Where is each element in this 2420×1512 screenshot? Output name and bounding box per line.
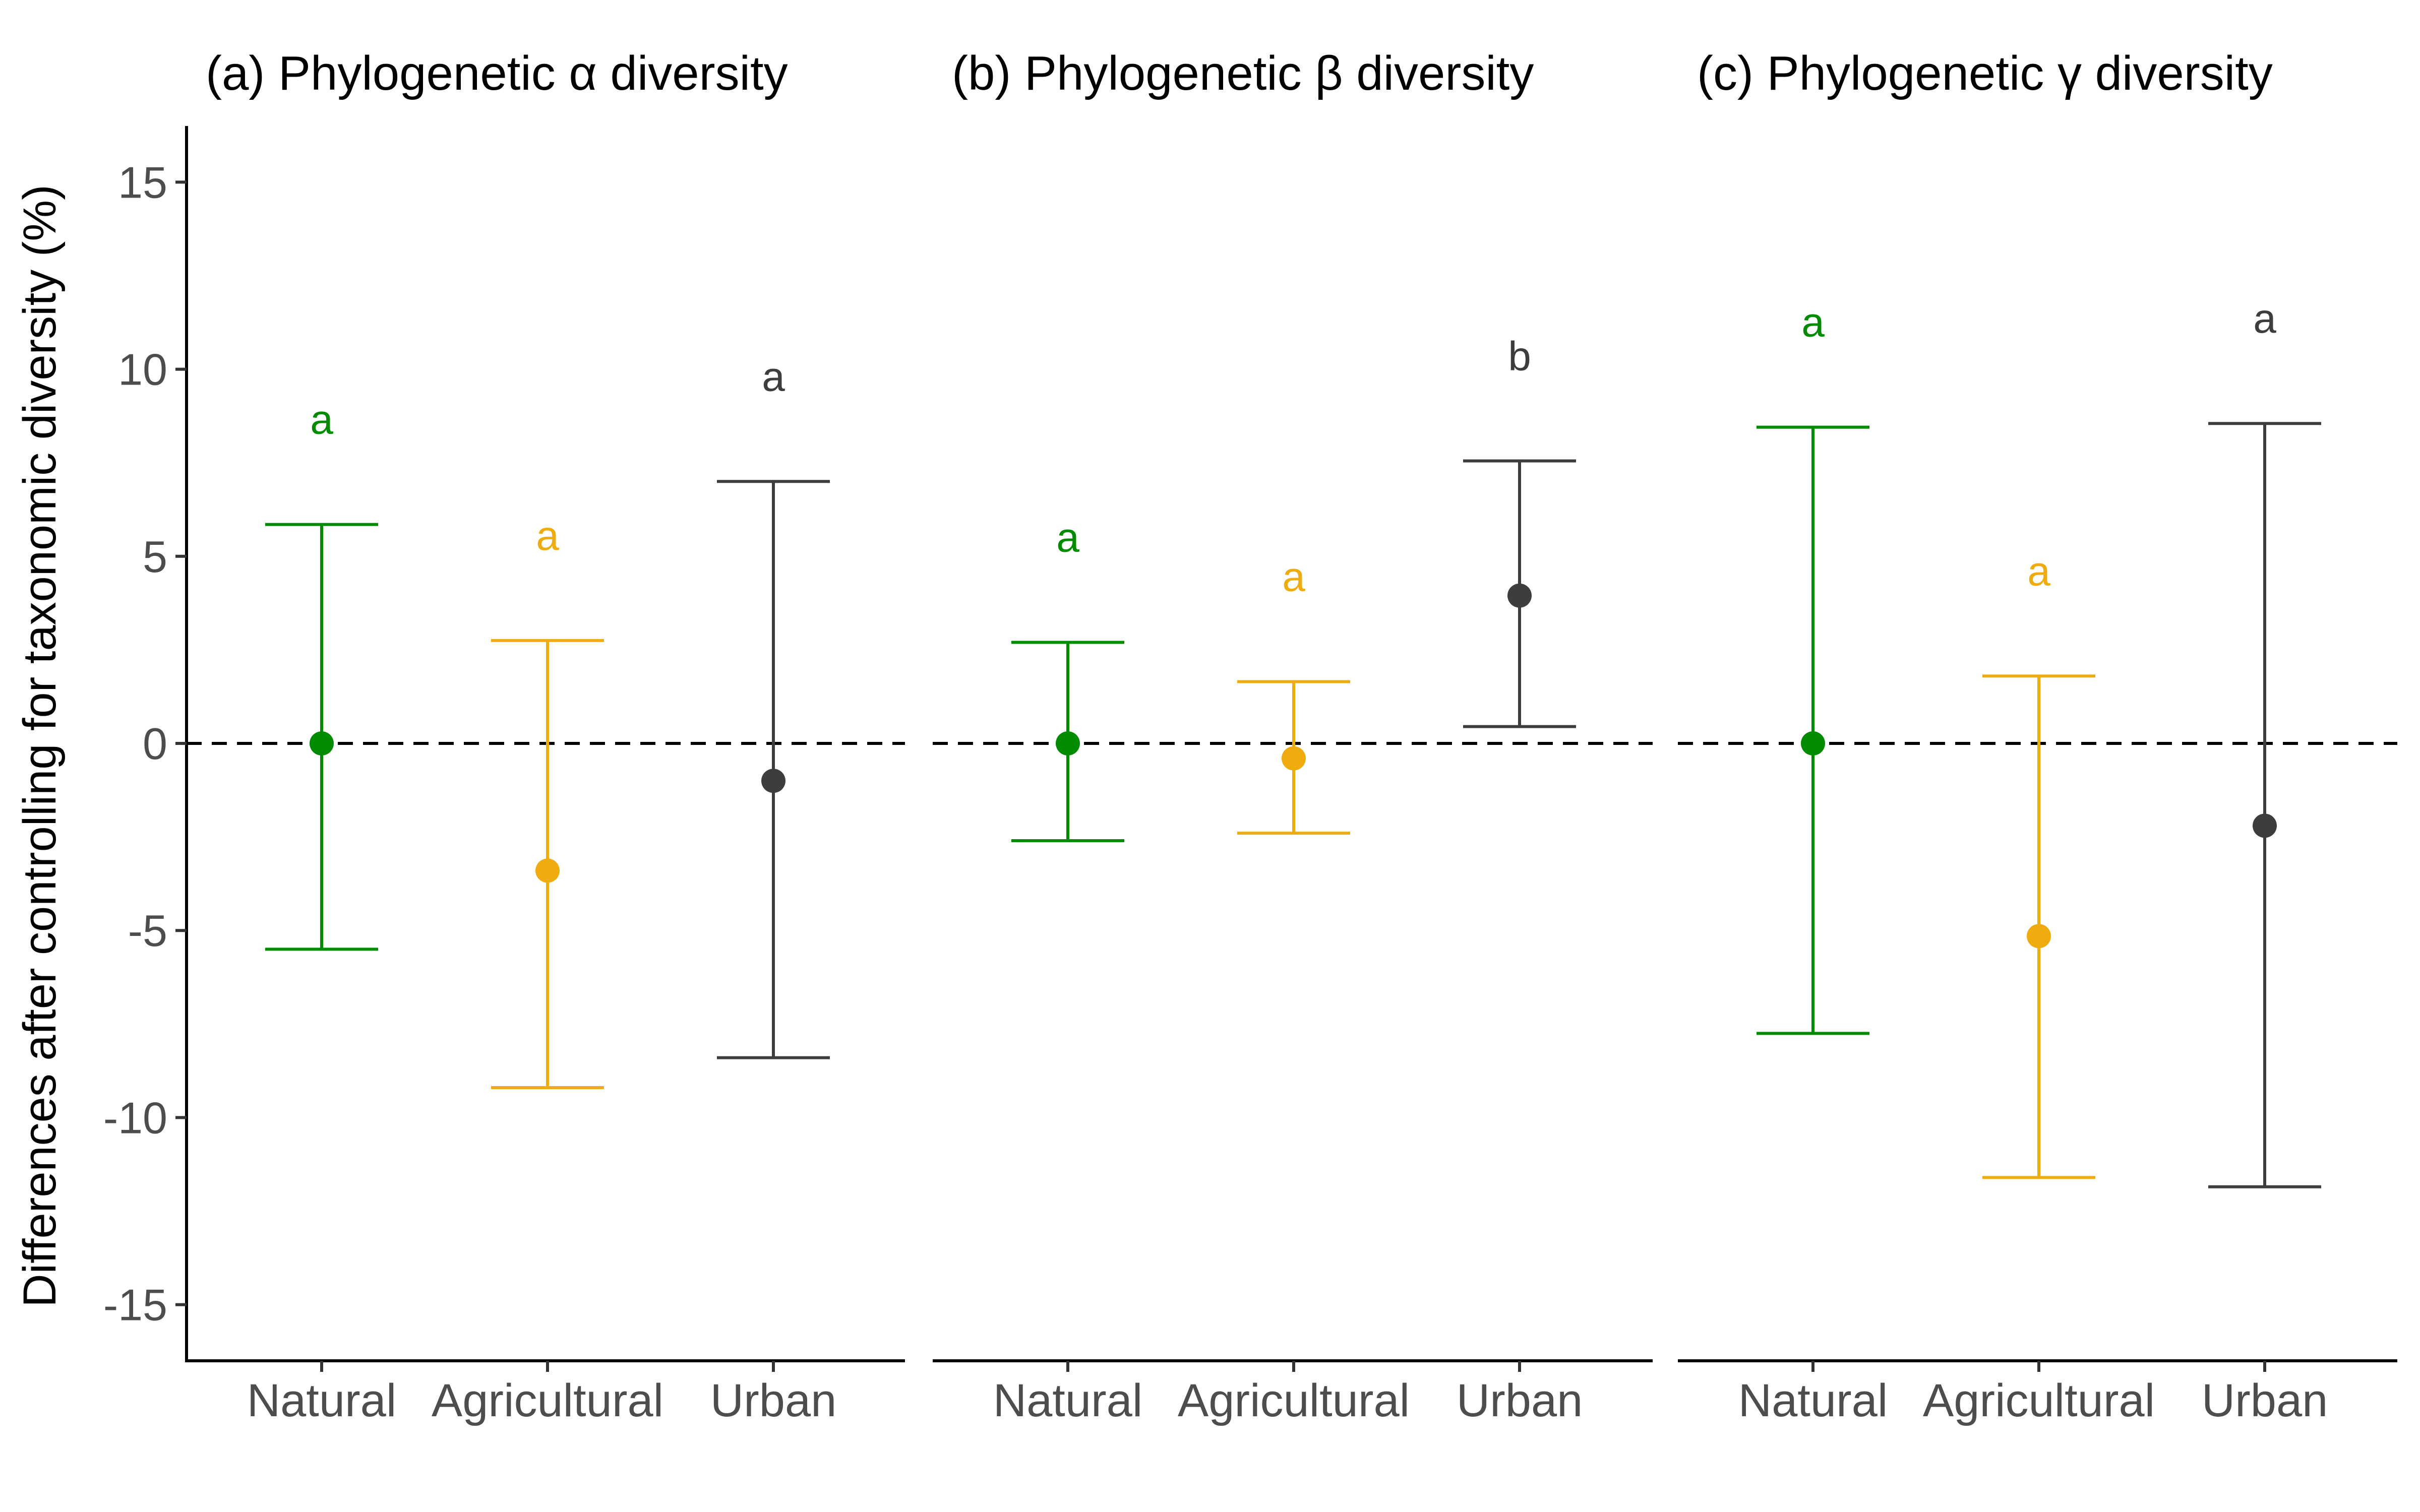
point-estimate — [535, 858, 560, 883]
x-tick-label: Agricultural — [1923, 1375, 2155, 1426]
point-estimate — [1282, 746, 1306, 771]
x-tick-label: Natural — [993, 1375, 1143, 1426]
panel-b: (b) Phylogenetic β diversity Natural a Agri… — [933, 46, 1653, 1426]
x-tick-label: Agricultural — [1178, 1375, 1410, 1426]
significance-letter: a — [310, 397, 333, 443]
y-tick-label: 10 — [118, 345, 167, 395]
point-estimate — [1801, 731, 1825, 755]
significance-letter: a — [536, 513, 559, 559]
point-estimate — [1056, 731, 1080, 755]
y-tick-label: 15 — [118, 157, 167, 207]
y-axis-label: Differences after controlling for taxono… — [14, 184, 66, 1307]
panel-title: (a) Phylogenetic α diversity — [206, 46, 788, 100]
x-tick-label: Urban — [1457, 1375, 1583, 1426]
y-tick-label: 5 — [143, 532, 167, 582]
panel-title: (c) Phylogenetic γ diversity — [1697, 46, 2273, 100]
x-tick-label: Natural — [1738, 1375, 1888, 1426]
significance-letter: a — [1056, 515, 1079, 561]
y-axis: 15 10 5 0 -5 -10 -15 — [103, 126, 188, 1362]
significance-letter: b — [1508, 333, 1531, 379]
panel-c: (c) Phylogenetic γ diversity Natural a Agri… — [1678, 46, 2397, 1426]
x-tick-label: Urban — [710, 1375, 837, 1426]
point-estimate — [2253, 813, 2277, 838]
point-estimate — [310, 731, 334, 755]
x-tick-label: Urban — [2202, 1375, 2328, 1426]
significance-letter: a — [762, 354, 785, 400]
x-tick-label: Natural — [247, 1375, 397, 1426]
significance-letter: a — [2027, 548, 2050, 594]
significance-letter: a — [2253, 296, 2276, 342]
y-tick-label: -15 — [103, 1280, 167, 1330]
x-tick-label: Agricultural — [432, 1375, 663, 1426]
significance-letter: a — [1801, 300, 1825, 346]
panel-title: (b) Phylogenetic β diversity — [952, 46, 1534, 100]
significance-letter: a — [1282, 554, 1305, 600]
panels: (a) Phylogenetic α diversity Natural a Agri… — [187, 46, 2397, 1426]
point-estimate — [761, 769, 785, 793]
y-tick-label: -5 — [128, 906, 167, 956]
point-estimate — [2027, 924, 2051, 949]
y-tick-label: -10 — [103, 1093, 167, 1143]
point-estimate — [1507, 583, 1532, 608]
y-tick-label: 0 — [143, 719, 167, 769]
panel-a: (a) Phylogenetic α diversity Natural a Agri… — [187, 46, 905, 1426]
